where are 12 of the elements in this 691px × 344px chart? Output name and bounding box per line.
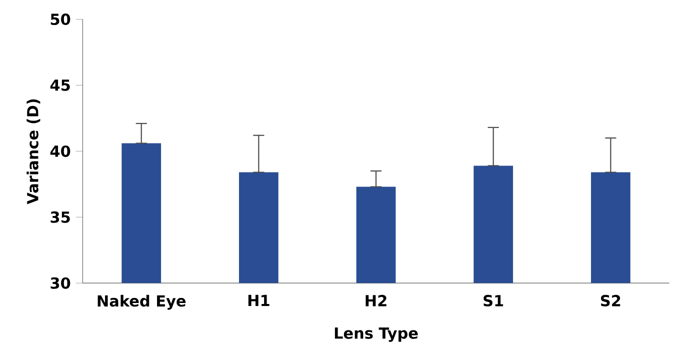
y-tick-label: 50 [50,14,70,26]
x-tick-label: H1 [248,294,270,306]
y-tick-label: 35 [50,211,70,223]
x-tick-label: S1 [484,294,504,306]
y-tick-label: 40 [50,145,70,157]
y-axis-title: Variance (D) [26,99,40,204]
y-tick-label: 45 [50,80,70,91]
x-tick-label: Naked Eye [98,294,186,310]
x-axis-title: Lens Type [334,328,418,342]
y-tick-label: 30 [50,277,70,289]
x-tick-label: H2 [366,294,386,306]
x-tick-label: S2 [600,294,620,306]
